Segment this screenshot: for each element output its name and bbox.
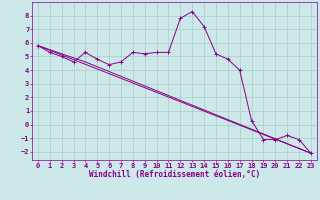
X-axis label: Windchill (Refroidissement éolien,°C): Windchill (Refroidissement éolien,°C)	[89, 170, 260, 179]
